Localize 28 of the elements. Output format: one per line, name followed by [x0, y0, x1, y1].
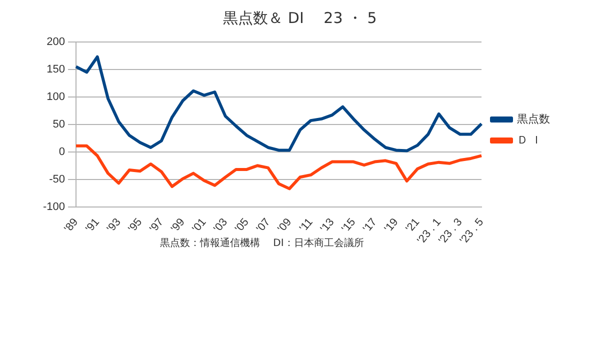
x-tick-label: '93 — [104, 216, 124, 235]
x-tick-label: '21 — [404, 216, 422, 235]
y-tick-label: 200 — [46, 36, 66, 48]
legend-label: Ｄ Ｉ — [517, 134, 542, 147]
x-tick-label: '19 — [382, 216, 401, 235]
y-tick-label: -50 — [49, 173, 66, 186]
x-tick-label: '09 — [276, 216, 294, 235]
x-tick-label: '07 — [254, 216, 273, 235]
y-tick-label: 50 — [52, 118, 66, 130]
text: 黒点数：情報通信機構 DI：日本商工会議所 — [160, 236, 364, 250]
x-tick-label: '17 — [361, 216, 380, 235]
x-tick-label: '91 — [84, 216, 102, 235]
x-tick-label: '11 — [298, 216, 316, 234]
y-tick-label: 100 — [46, 90, 66, 103]
x-tick-label: '01 — [190, 216, 209, 235]
x-tick-label: '05 — [232, 216, 252, 235]
x-tick-label: '15 — [340, 216, 358, 235]
y-tick-label: 150 — [46, 64, 66, 76]
x-tick-label: '99 — [168, 216, 188, 235]
y-tick-label: -100 — [42, 200, 66, 213]
x-tick-label: '13 — [318, 216, 337, 235]
x-tick-label: '97 — [148, 216, 166, 235]
x-tick-label: '89 — [62, 216, 81, 235]
chart-title: 黒点数＆ DI 23 ・ 5 — [223, 8, 377, 27]
y-tick-label: 0 — [58, 146, 66, 158]
x-tick-label: '95 — [126, 216, 145, 235]
x-tick-label: '03 — [212, 216, 230, 235]
legend-label: 黒点数 — [517, 112, 550, 126]
